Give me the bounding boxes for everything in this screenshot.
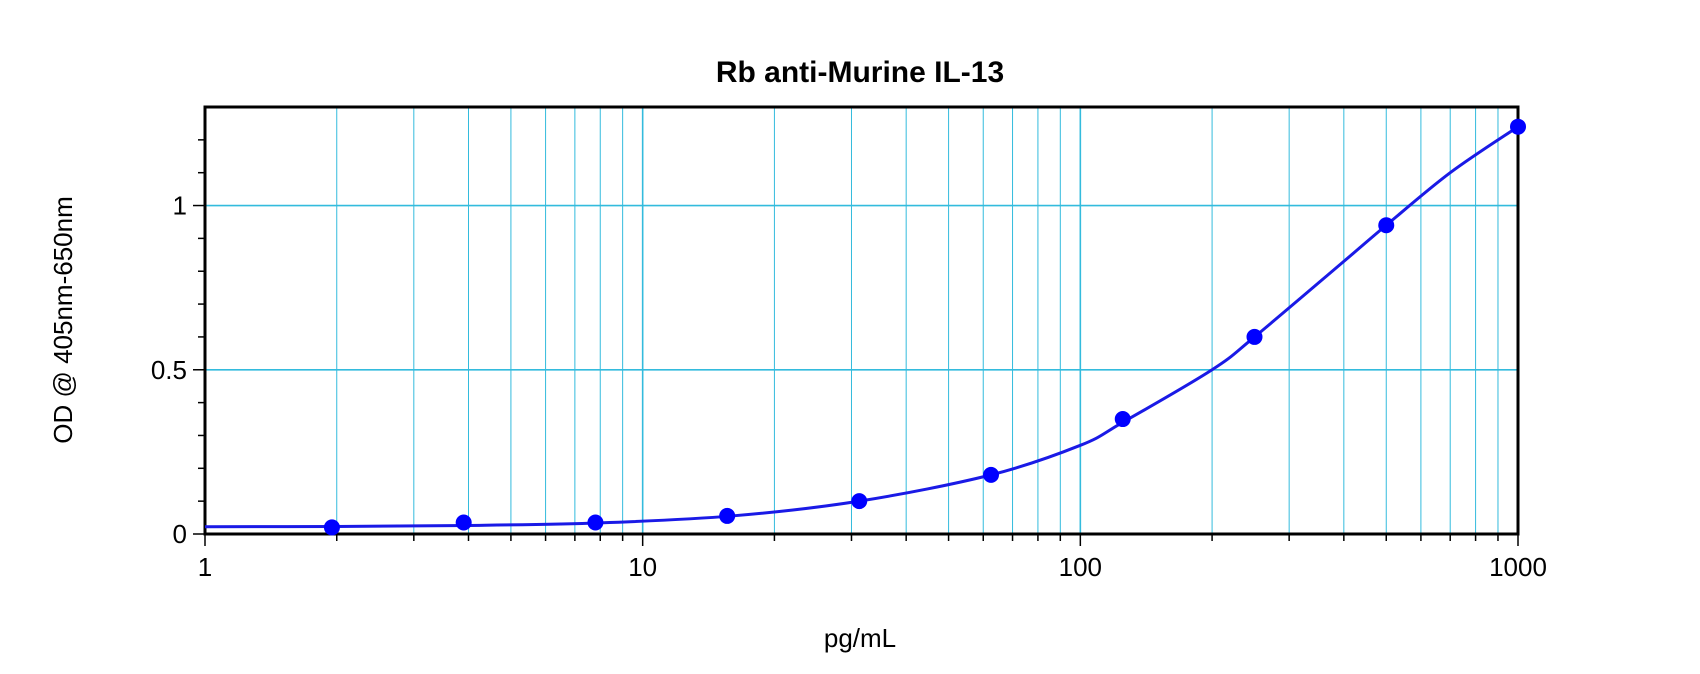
data-points	[323, 118, 1526, 536]
chart-title: Rb anti-Murine IL-13	[716, 56, 1004, 89]
data-point	[1114, 411, 1131, 428]
data-point	[851, 493, 868, 510]
data-point	[982, 466, 999, 483]
data-point	[1246, 328, 1263, 345]
y-tick-label: 0.5	[151, 355, 187, 385]
y-tick-label: 1	[173, 191, 187, 221]
fit-curve	[204, 125, 1519, 529]
data-point	[1510, 118, 1526, 135]
data-point	[323, 519, 340, 536]
y-tick-label: 0	[173, 519, 187, 549]
grid	[205, 107, 1518, 534]
data-point	[455, 514, 472, 531]
tick-labels: 1 10 100 1000 0 0.5 1	[151, 191, 1547, 582]
x-tick-label: 1	[198, 552, 212, 582]
x-tick-label: 100	[1059, 552, 1102, 582]
y-axis-label: OD @ 405nm-650nm	[48, 196, 78, 444]
x-tick-label: 1000	[1489, 552, 1547, 582]
data-point	[587, 514, 604, 531]
data-point	[719, 507, 736, 524]
axis-ticks	[193, 139, 1519, 546]
x-tick-label: 10	[628, 552, 657, 582]
data-point	[1378, 217, 1395, 234]
x-axis-label: pg/mL	[824, 623, 896, 653]
plot-frame	[203, 105, 1520, 536]
